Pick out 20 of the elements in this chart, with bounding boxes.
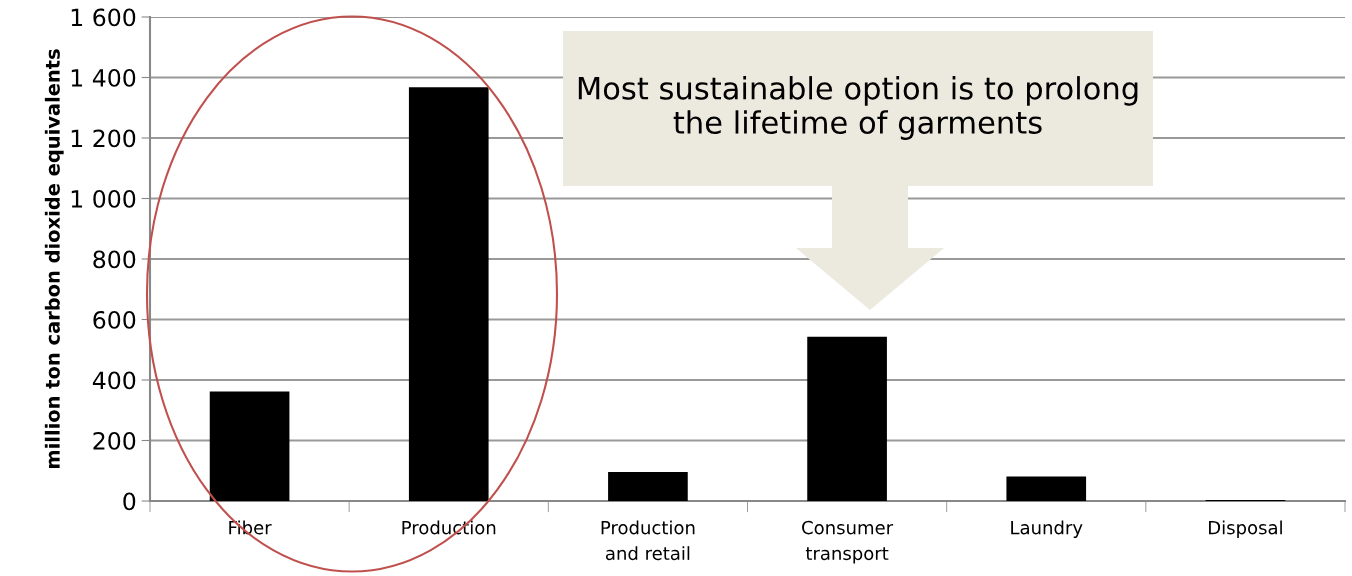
y-tick-label: 0 [123, 492, 136, 511]
bar [1006, 476, 1087, 501]
x-tick-label: Disposal [1209, 520, 1282, 538]
y-tick-label: 1 000 [71, 189, 136, 208]
x-tick-label: Laundry [1011, 520, 1083, 538]
bar [408, 87, 489, 501]
y-tick-label: 400 [92, 371, 136, 390]
y-tick-label: 1 400 [71, 68, 136, 87]
y-axis-title: million ton carbon dioxide equivalents [44, 49, 64, 469]
x-tick-label: Consumer transport [802, 520, 894, 564]
annotation: Most sustainable option is to prolong the lifetime of garments [578, 76, 1138, 140]
y-tick-label: 600 [93, 310, 136, 329]
bar [807, 336, 887, 501]
y-tick-label: 800 [93, 250, 136, 269]
x-tick-label: Production and retail [601, 520, 695, 561]
y-tick-label: 1 600 [71, 8, 136, 27]
bar [608, 471, 688, 501]
y-tick-label: 1 200 [71, 129, 136, 148]
y-tick-label: 200 [93, 431, 136, 450]
bar [209, 391, 290, 501]
